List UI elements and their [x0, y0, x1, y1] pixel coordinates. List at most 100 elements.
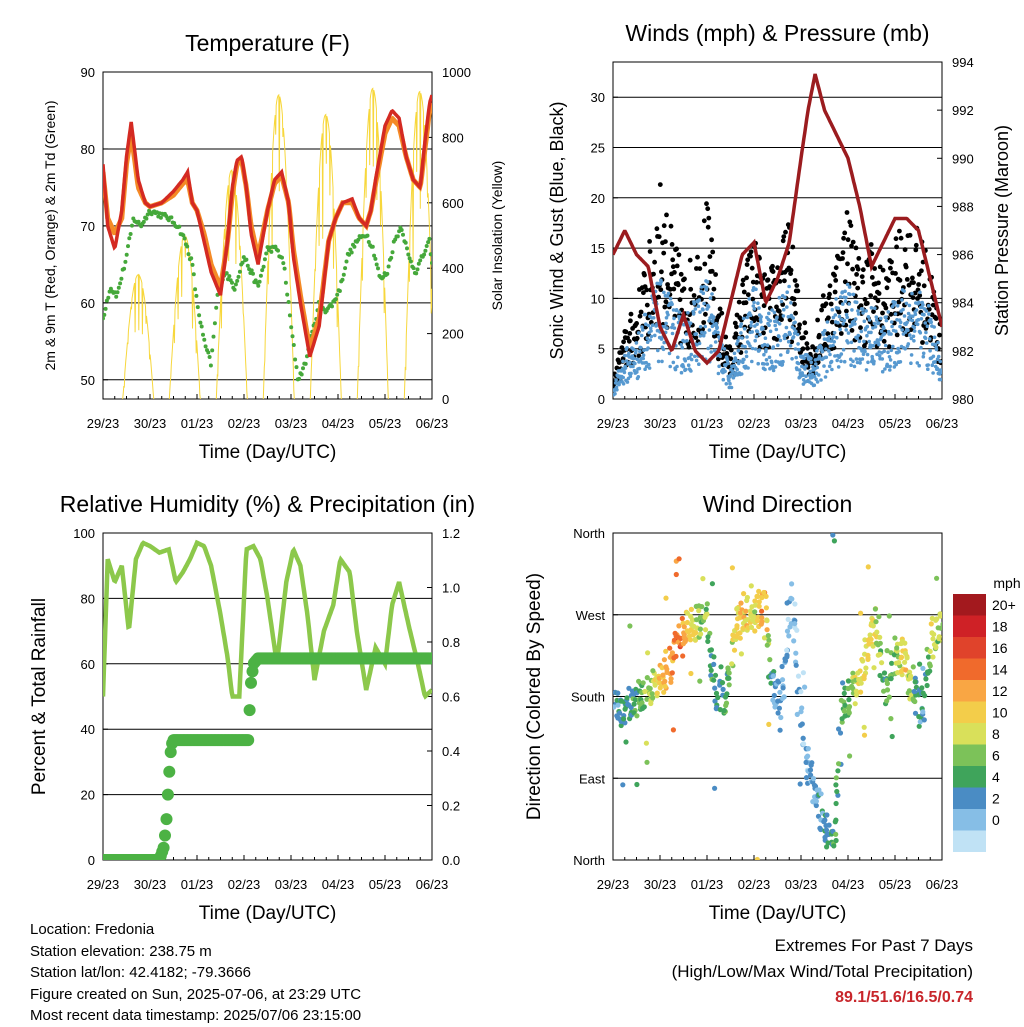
wind-point [704, 285, 709, 290]
direction-point [759, 615, 765, 621]
dewpoint-point [195, 305, 200, 310]
wind-point [856, 312, 861, 316]
wind-point [729, 385, 734, 390]
wind-point [671, 360, 676, 365]
wind-point [703, 331, 707, 335]
temp-xtick-label: 06/23 [416, 416, 449, 431]
gust-point [894, 332, 900, 338]
gust-point [795, 288, 801, 294]
dewpoint-point [237, 269, 242, 274]
dewpoint-point [202, 337, 207, 342]
wind-point [785, 305, 789, 309]
direction-point [824, 812, 830, 818]
wind-point [741, 360, 745, 365]
gust-point [881, 338, 887, 344]
wind-point [919, 345, 923, 350]
wind-point [916, 317, 921, 322]
winds-ylabel: Sonic Wind & Gust (Blue, Black) [547, 101, 567, 359]
direction-point [808, 772, 814, 778]
direction-point [641, 704, 647, 710]
direction-point [818, 826, 824, 833]
wind-point [837, 314, 842, 319]
direction-point [912, 710, 919, 716]
wind-point [934, 347, 939, 352]
wind-point [763, 336, 768, 341]
direction-point [846, 704, 853, 710]
gust-point [736, 299, 742, 305]
temp-ytick-label: 70 [81, 219, 95, 234]
wind-point [890, 324, 894, 329]
direction-point [768, 680, 774, 686]
wind-point [794, 329, 798, 334]
wind-point [692, 302, 697, 306]
winds-xtick-label: 05/23 [879, 416, 912, 431]
gust-point [841, 235, 846, 241]
direction-point [794, 627, 800, 633]
wind-point [767, 355, 772, 360]
wind-point [623, 353, 627, 358]
dewpoint-point [123, 259, 128, 264]
wind-point [695, 342, 699, 347]
dewpoint-point [260, 268, 265, 273]
rh-title: Relative Humidity (%) & Precipitation (i… [60, 491, 475, 517]
gust-point [701, 320, 707, 325]
dir-title: Wind Direction [703, 491, 853, 517]
dewpoint-point [374, 262, 379, 267]
gust-point [719, 310, 725, 316]
gust-point [693, 335, 699, 340]
direction-point [689, 617, 696, 623]
direction-point [652, 682, 658, 688]
dewpoint-point [172, 221, 177, 225]
wind-point [823, 375, 828, 379]
gust-point [884, 285, 890, 291]
direction-point [712, 685, 718, 691]
direction-point [927, 663, 933, 669]
wind-point [886, 350, 890, 355]
wind-point [900, 298, 904, 302]
wind-point [836, 306, 841, 311]
gust-point [797, 322, 802, 328]
direction-point [632, 697, 639, 703]
wind-point [897, 349, 901, 354]
direction-point [657, 685, 663, 691]
wind-point [631, 364, 635, 369]
direction-point [711, 677, 717, 683]
gust-point [628, 318, 633, 324]
wind-point [661, 347, 666, 352]
direction-point [671, 637, 678, 643]
wind-point [649, 334, 654, 339]
gust-point [875, 298, 881, 304]
dir-xtick-label: 04/23 [832, 877, 865, 892]
gust-point [761, 303, 767, 309]
dewpoint-point [127, 236, 132, 241]
wind-point [689, 357, 694, 362]
wind-point [869, 306, 874, 310]
wind-point [854, 357, 859, 361]
direction-point [779, 663, 785, 670]
direction-point [703, 606, 709, 612]
gust-point [713, 272, 718, 277]
direction-point [925, 654, 932, 660]
dewpoint-point [190, 262, 195, 267]
wind-point [770, 308, 774, 312]
dewpoint-point [291, 343, 296, 347]
wind-point [931, 371, 935, 375]
precip-point [160, 813, 173, 826]
temp-xtick-label: 29/23 [87, 416, 120, 431]
wind-point [768, 329, 773, 334]
wind-point [889, 320, 894, 324]
wind-point [668, 364, 672, 369]
wind-point [907, 303, 912, 308]
gust-point [710, 249, 716, 255]
gust-point [654, 226, 660, 232]
wind-point [894, 329, 898, 334]
rh-xtick-label: 05/23 [369, 877, 402, 892]
direction-point [920, 709, 926, 715]
wind-point [755, 329, 760, 334]
direction-point [793, 662, 799, 668]
dewpoint-point [376, 266, 380, 271]
wind-point [754, 287, 758, 292]
wind-point [839, 352, 844, 356]
wind-point [709, 344, 713, 348]
direction-point [831, 843, 837, 849]
